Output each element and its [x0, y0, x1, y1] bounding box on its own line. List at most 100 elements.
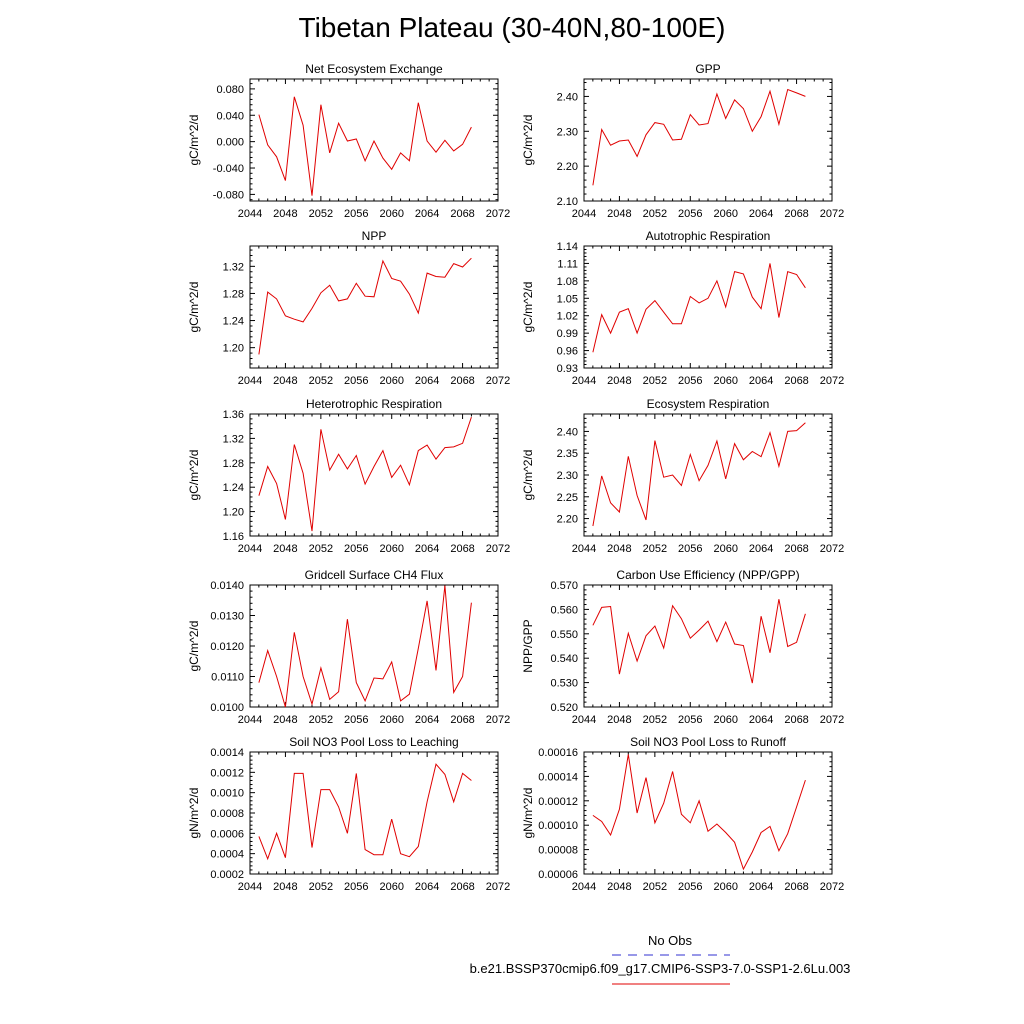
panel-soil-no3-pool-loss-to-leaching-ytick-label: 0.0012 [210, 767, 244, 779]
panel-heterotrophic-respiration: Heterotrophic Respiration 2044 2048 2052 205… [187, 397, 510, 555]
panel-soil-no3-pool-loss-to-leaching-title: Soil NO3 Pool Loss to Leaching [289, 735, 458, 749]
panel-soil-no3-pool-loss-to-runoff-ytick-label: 0.00006 [538, 869, 578, 881]
panel-heterotrophic-respiration-series-line [258, 416, 472, 532]
panel-heterotrophic-respiration-ytick-label: 1.32 [223, 433, 244, 445]
panel-ecosystem-respiration-xtick-label: 2072 [820, 543, 844, 555]
panel-npp-xtick-label: 2064 [415, 375, 439, 387]
panel-soil-no3-pool-loss-to-runoff-xtick-label: 2048 [607, 881, 631, 893]
panel-gridcell-surface-ch4-flux-series-line [258, 585, 472, 708]
panel-gridcell-surface-ch4-flux-xtick-label: 2064 [415, 714, 439, 726]
panel-carbon-use-efficiency-npp-gpp-xtick-label: 2056 [678, 714, 702, 726]
panel-net-ecosystem-exchange-ytick-label: -0.080 [213, 189, 244, 201]
panel-carbon-use-efficiency-npp-gpp-xtick-label: 2064 [749, 714, 773, 726]
panel-soil-no3-pool-loss-to-leaching-series-line [258, 763, 472, 861]
panel-npp-ytick-label: 1.20 [223, 343, 244, 355]
panel-net-ecosystem-exchange-ytick-label: 0.080 [216, 84, 244, 96]
panel-gridcell-surface-ch4-flux-xtick-label: 2044 [238, 714, 262, 726]
panel-net-ecosystem-exchange-ytick-label: 0.040 [216, 110, 244, 122]
panel-autotrophic-respiration-title: Autotrophic Respiration [646, 229, 771, 243]
panel-gpp-xtick-label: 2060 [713, 208, 737, 220]
panel-soil-no3-pool-loss-to-runoff-xtick-label: 2052 [643, 881, 667, 893]
panel-npp-ytick-label: 1.28 [223, 288, 244, 300]
panel-ecosystem-respiration: Ecosystem Respiration 2044 2048 2052 2056 206… [521, 397, 844, 555]
panel-gpp-xtick-label: 2044 [572, 208, 596, 220]
panel-carbon-use-efficiency-npp-gpp-ytick-label: 0.550 [550, 629, 578, 641]
panel-heterotrophic-respiration-ytick-label: 1.36 [223, 409, 244, 421]
panel-gpp-xtick-label: 2048 [607, 208, 631, 220]
panel-ecosystem-respiration-xtick-label: 2068 [784, 543, 808, 555]
panel-soil-no3-pool-loss-to-leaching-ytick-label: 0.0006 [210, 828, 244, 840]
panel-autotrophic-respiration: Autotrophic Respiration 2044 2048 2052 2056 2… [521, 229, 844, 387]
panel-ecosystem-respiration-xtick-label: 2064 [749, 543, 773, 555]
panel-soil-no3-pool-loss-to-leaching-xtick-label: 2052 [309, 881, 333, 893]
panel-npp-ytick-label: 1.24 [223, 316, 244, 328]
panel-net-ecosystem-exchange-xtick-label: 2072 [486, 208, 510, 220]
panel-heterotrophic-respiration-xtick-label: 2056 [344, 543, 368, 555]
panel-ecosystem-respiration-xtick-label: 2044 [572, 543, 596, 555]
panel-autotrophic-respiration-ylabel: gC/m^2/d [521, 282, 535, 333]
panel-gpp-xtick-label: 2072 [820, 208, 844, 220]
panel-net-ecosystem-exchange-ylabel: gC/m^2/d [187, 115, 201, 166]
panel-heterotrophic-respiration-ytick-label: 1.16 [223, 531, 244, 543]
panel-soil-no3-pool-loss-to-leaching-xtick-label: 2044 [238, 881, 262, 893]
panel-net-ecosystem-exchange-title: Net Ecosystem Exchange [305, 62, 443, 76]
panel-soil-no3-pool-loss-to-runoff-title: Soil NO3 Pool Loss to Runoff [630, 735, 787, 749]
panel-soil-no3-pool-loss-to-runoff: Soil NO3 Pool Loss to Runoff 2044 2048 2052… [521, 735, 844, 893]
panel-soil-no3-pool-loss-to-runoff-xtick-label: 2056 [678, 881, 702, 893]
panel-gpp: GPP 2044 2048 2052 2056 2060 2064 2068 2072 2.10 2… [521, 62, 844, 220]
panel-npp-xtick-label: 2044 [238, 375, 262, 387]
panel-net-ecosystem-exchange-series-line [258, 96, 472, 196]
panel-heterotrophic-respiration-ytick-label: 1.24 [223, 482, 244, 494]
panel-soil-no3-pool-loss-to-leaching-xtick-label: 2060 [379, 881, 403, 893]
panel-autotrophic-respiration-ytick-label: 1.05 [557, 293, 578, 305]
panel-gridcell-surface-ch4-flux-ytick-label: 0.0100 [210, 702, 244, 714]
panel-gridcell-surface-ch4-flux: Gridcell Surface CH4 Flux 2044 2048 2052 205… [187, 568, 510, 726]
panel-soil-no3-pool-loss-to-leaching: Soil NO3 Pool Loss to Leaching 2044 2048 20… [187, 735, 510, 893]
panel-carbon-use-efficiency-npp-gpp-series-line [592, 599, 806, 684]
panel-gpp-xtick-label: 2068 [784, 208, 808, 220]
panel-heterotrophic-respiration-xtick-label: 2048 [273, 543, 297, 555]
panel-npp-xtick-label: 2072 [486, 375, 510, 387]
panel-carbon-use-efficiency-npp-gpp-ytick-label: 0.560 [550, 604, 578, 616]
panel-soil-no3-pool-loss-to-runoff-ytick-label: 0.00012 [538, 796, 578, 808]
panel-net-ecosystem-exchange-xtick-label: 2064 [415, 208, 439, 220]
panel-ecosystem-respiration-title: Ecosystem Respiration [647, 397, 770, 411]
panel-gridcell-surface-ch4-flux-ytick-label: 0.0130 [210, 611, 244, 623]
panel-npp-ytick-label: 1.32 [223, 261, 244, 273]
panel-gpp-ytick-label: 2.20 [557, 161, 578, 173]
panel-gpp-title: GPP [695, 62, 720, 76]
panel-carbon-use-efficiency-npp-gpp-xtick-label: 2068 [784, 714, 808, 726]
panel-npp-xtick-label: 2068 [450, 375, 474, 387]
panel-npp: NPP 2044 2048 2052 2056 2060 2064 2068 2072 1.20 1… [187, 229, 510, 387]
panel-gpp-xtick-label: 2064 [749, 208, 773, 220]
panel-heterotrophic-respiration-ytick-label: 1.28 [223, 458, 244, 470]
panel-gpp-ytick-label: 2.30 [557, 126, 578, 138]
panel-autotrophic-respiration-ytick-label: 0.99 [557, 328, 578, 340]
panel-net-ecosystem-exchange-xtick-label: 2044 [238, 208, 262, 220]
panel-net-ecosystem-exchange: Net Ecosystem Exchange 2044 2048 2052 2056 20… [187, 62, 510, 220]
panel-net-ecosystem-exchange-xtick-label: 2056 [344, 208, 368, 220]
panel-autotrophic-respiration-ytick-label: 1.11 [557, 258, 578, 270]
panel-soil-no3-pool-loss-to-runoff-ylabel: gN/m^2/d [521, 788, 535, 839]
panel-net-ecosystem-exchange-ytick-label: 0.000 [216, 137, 244, 149]
panel-gridcell-surface-ch4-flux-xtick-label: 2072 [486, 714, 510, 726]
panel-net-ecosystem-exchange-xtick-label: 2048 [273, 208, 297, 220]
panel-heterotrophic-respiration-xtick-label: 2052 [309, 543, 333, 555]
panel-soil-no3-pool-loss-to-leaching-xtick-label: 2072 [486, 881, 510, 893]
panel-soil-no3-pool-loss-to-leaching-xtick-label: 2048 [273, 881, 297, 893]
panel-carbon-use-efficiency-npp-gpp-xtick-label: 2048 [607, 714, 631, 726]
panel-autotrophic-respiration-ytick-label: 1.08 [557, 276, 578, 288]
page-title: Tibetan Plateau (30-40N,80-100E) [298, 12, 726, 43]
panel-autotrophic-respiration-xtick-label: 2064 [749, 375, 773, 387]
panel-soil-no3-pool-loss-to-leaching-ytick-label: 0.0014 [210, 747, 244, 759]
panel-gridcell-surface-ch4-flux-xtick-label: 2052 [309, 714, 333, 726]
panel-soil-no3-pool-loss-to-runoff-xtick-label: 2072 [820, 881, 844, 893]
panel-carbon-use-efficiency-npp-gpp-xtick-label: 2052 [643, 714, 667, 726]
panel-autotrophic-respiration-xtick-label: 2056 [678, 375, 702, 387]
panel-gpp-ytick-label: 2.10 [557, 196, 578, 208]
panel-heterotrophic-respiration-ylabel: gC/m^2/d [187, 450, 201, 501]
panel-autotrophic-respiration-ytick-label: 0.96 [557, 346, 578, 358]
panel-ecosystem-respiration-series-line [592, 422, 806, 527]
